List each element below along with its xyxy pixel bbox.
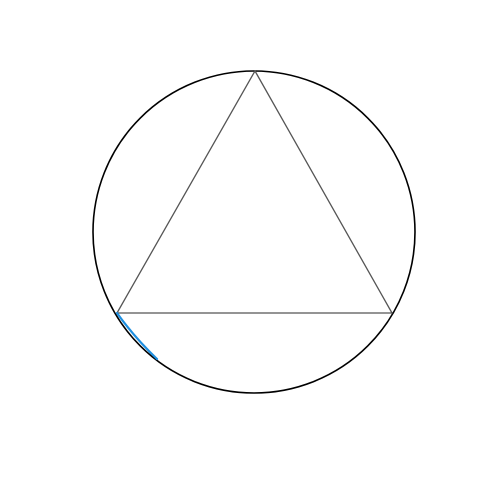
- circumscribed-diagram: [92, 70, 416, 394]
- highlighted-arc: [115, 311, 159, 361]
- circumcircle: [92, 70, 416, 394]
- inscribed-triangle: [116, 70, 393, 314]
